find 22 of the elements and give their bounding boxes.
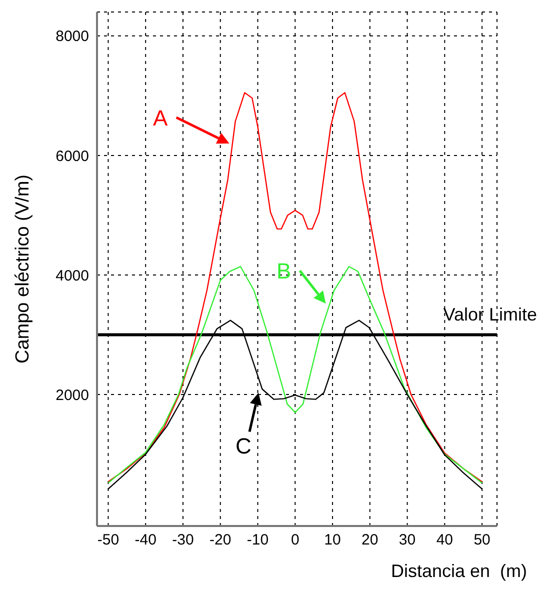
x-tick-label: -20	[210, 532, 232, 549]
x-tick-label: 40	[436, 532, 454, 549]
x-tick-label: 10	[324, 532, 341, 549]
y-tick-label: 4000	[56, 267, 89, 284]
y-axis-title: Campo eléctrico (V/m)	[12, 174, 34, 364]
annotation: A	[152, 105, 168, 130]
ref-line-label: Valor Limite	[443, 304, 537, 325]
annotation: C	[236, 434, 252, 459]
x-tick-label: -30	[172, 532, 194, 549]
x-axis-title: Distancia en (m)	[390, 561, 527, 581]
x-tick-label: -50	[97, 532, 120, 549]
y-tick-label: 8000	[56, 28, 89, 46]
x-tick-label: 30	[398, 532, 416, 549]
annotation: B	[276, 258, 292, 284]
x-tick-label: 20	[362, 532, 378, 549]
y-tick-label: 2000	[56, 386, 89, 404]
x-tick-label: -40	[134, 532, 156, 549]
y-tick-label: 6000	[56, 148, 89, 165]
x-tick-label: -10	[246, 532, 269, 549]
x-tick-label: 50	[474, 532, 490, 549]
line-series	[108, 92, 483, 482]
x-tick-label: 0	[290, 532, 300, 549]
